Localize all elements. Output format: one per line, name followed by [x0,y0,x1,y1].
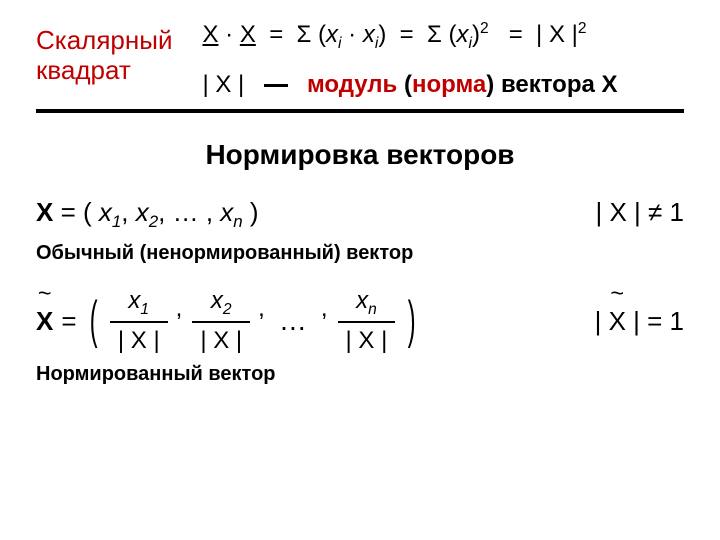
dash-icon [264,84,288,87]
close: ) [243,197,259,227]
close1: ) [378,21,386,48]
vec-x-a: X [202,21,218,48]
line2-modx: | X | [202,71,244,98]
divider [36,109,684,113]
eq3: = [509,21,523,48]
frac-2: x2 | X | [192,289,250,353]
rhs-mod: | X | [596,197,641,227]
rhs-neq: ≠ 1 [641,197,684,227]
vector-definition-lhs: X = ( x1, x2, … , xn ) [36,197,259,232]
rhs-eq: = 1 [640,306,684,336]
normalized-vector-row: ~X = ( x1 | X | , x2 | X | , … , xn | X … [36,289,684,353]
c2: , [158,197,172,227]
paren-open: ( [397,71,412,98]
lhs-X: X [36,197,53,227]
vector-definition-rhs: | X | ≠ 1 [596,197,684,228]
side-label: Скалярный квадрат [36,20,172,86]
bracket-close-icon: ) [408,300,416,342]
eq-lhs: = [61,306,76,337]
xi3-x: x [457,21,469,48]
lhs-eq: = ( [53,197,99,227]
c1: , [121,197,135,227]
frac-1: x1 | X | [110,289,168,353]
c3: , [206,197,220,227]
xi1-x: x [326,21,338,48]
pow2b: 2 [578,20,587,37]
xi2-x: x [363,21,375,48]
rhs-mod-close: | [626,306,640,336]
eq2: = [400,21,414,48]
xn-s: n [233,212,242,231]
vector-definition-row: X = ( x1, x2, … , xn ) | X | ≠ 1 [36,197,684,232]
scalar-square-formula: X · X = Σ (xi · xi) = Σ (xi)2 = | X |2 [202,20,684,53]
vec-x-b: X [240,21,256,48]
x1-s: 1 [112,212,121,231]
pow2a: 2 [480,20,489,37]
dot2: · [342,21,363,48]
normalized-rhs: | ~X | = 1 [595,306,684,337]
bracket-open-icon: ( [89,300,97,342]
caption-normalized: Нормированный вектор [36,363,684,386]
x-tilde-rhs: ~X [609,306,626,337]
rhs-mod-open: | [595,306,609,336]
eq1: = [269,21,283,48]
dot-op: · [225,21,233,48]
sum2: Σ ( [427,21,457,48]
modx: | X | [536,21,578,48]
line2-rest: вектора X [494,71,617,98]
formula-block: X · X = Σ (xi · xi) = Σ (xi)2 = | X |2 |… [202,20,684,99]
ell: … [173,197,206,227]
dots: … [275,305,313,337]
section-heading: Нормировка векторов [36,139,684,171]
word-norma: норма [412,71,486,98]
x2-s: 2 [149,212,158,231]
word-modul: модуль [307,71,397,98]
close2: ) [472,21,480,48]
comma-1: , [176,295,185,323]
x1-x: x [99,197,112,227]
page: Скалярный квадрат X · X = Σ (xi · xi) = … [0,0,720,420]
frac-n: xn | X | [338,289,396,353]
xn-x: x [220,197,233,227]
caption-unnormalized: Обычный (ненормированный) вектор [36,242,684,265]
side-label-line1: Скалярный [36,25,172,55]
modulus-definition: | X | модуль (норма) вектора X [202,71,684,99]
comma-3: , [321,295,330,323]
side-label-line2: квадрат [36,55,131,85]
x-tilde-lhs: ~X [36,306,53,337]
normalized-lhs: ~X = ( x1 | X | , x2 | X | , … , xn | X … [36,289,421,353]
comma-2: , [258,295,267,323]
top-section: Скалярный квадрат X · X = Σ (xi · xi) = … [36,20,684,99]
sum1: Σ ( [297,21,327,48]
x2-x: x [136,197,149,227]
